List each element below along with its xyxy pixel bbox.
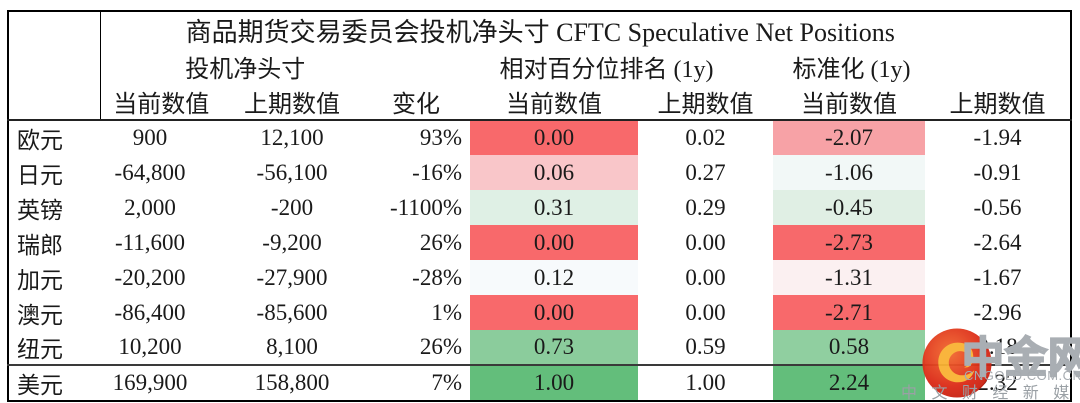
cell-rank-current: 0.73 [470,330,638,365]
cell-std-previous: -2.96 [973,299,1022,325]
table-row-aud: 澳元 -86,400 -85,600 1% 0.00 0.00 -2.71 -2… [8,295,1071,330]
cell-std-previous: 2.32 [925,364,1071,401]
cell-spec-previous: -85,600 [256,299,328,325]
cell-spec-current: -11,600 [114,229,186,255]
cell-spec-previous: -9,200 [262,229,322,255]
cell-spec-current: 900 [132,125,168,150]
cell-change: 1% [431,299,462,325]
cell-std-current: 2.24 [773,364,925,401]
cell-std-previous: -1.94 [973,125,1022,150]
cell-spec-previous: 12,100 [260,125,324,150]
subheader-row: 当前数值 上期数值 变化 当前数值 上期数值 当前数值 上期数值 [8,84,1071,121]
title-row: 商品期货交易委员会投机净头寸 CFTC Speculative Net Posi… [8,11,1071,49]
cell-spec-previous: 8,100 [266,334,318,359]
cell-rank-previous: 0.02 [685,125,726,150]
table-row-jpy: 日元 -64,800 -56,100 -16% 0.06 0.27 -1.06 … [8,155,1071,190]
cell-spec-current: 169,900 [100,364,222,401]
cell-rank-previous: 0.27 [685,159,726,185]
cell-spec-previous: 158,800 [222,364,362,401]
cell-std-current: -2.07 [773,120,925,155]
table-row-cad: 加元 -20,200 -27,900 -28% 0.12 0.00 -1.31 … [8,260,1071,295]
row-label: 纽元 [17,337,63,362]
cell-spec-current: 10,200 [118,334,182,359]
cell-std-previous: -0.56 [973,194,1022,220]
cell-change: -1100% [390,194,462,220]
cell-change: 7% [362,364,470,401]
cell-change: -28% [412,264,462,290]
subheader-rank-previous: 上期数值 [638,84,773,121]
cell-std-previous: -1.67 [973,264,1022,290]
cell-change: 26% [419,334,462,359]
col-group-standardized: 标准化 (1y) [792,57,911,83]
cell-rank-current: 0.00 [470,225,638,260]
cell-rank-current: 1.00 [470,364,638,401]
cell-std-current: -2.71 [773,295,925,330]
row-label: 日元 [17,162,63,188]
cell-rank-current: 0.31 [470,190,638,225]
cell-std-current: 0.58 [773,330,925,365]
cell-rank-current: 0.00 [470,295,638,330]
cell-spec-current: -64,800 [114,159,186,185]
subheader-rank-current: 当前数值 [470,84,638,121]
table-row-usd: 美元 169,900 158,800 7% 1.00 1.00 2.24 2.3… [8,364,1071,401]
row-label: 英镑 [17,197,63,223]
cell-change: -16% [412,159,462,185]
cell-rank-current: 0.06 [470,155,638,190]
row-label: 欧元 [17,128,63,153]
cell-spec-previous: -27,900 [256,264,328,290]
cell-std-current: -0.45 [773,190,925,225]
cell-rank-previous: 0.59 [685,334,726,359]
row-label: 加元 [17,267,63,293]
subheader-spacer [8,84,101,121]
table-row-eur: 欧元 900 12,100 93% 0.00 0.02 -2.07 -1.94 [8,120,1071,155]
col-group-speculative: 投机净头寸 [185,57,306,83]
cell-std-previous: 0.18 [977,334,1018,359]
cell-rank-previous: 0.00 [685,229,726,255]
subheader-spec-current: 当前数值 [100,84,222,121]
cell-std-current: -1.06 [773,155,925,190]
cell-spec-current: -86,400 [114,299,186,325]
subheader-std-current: 当前数值 [773,84,925,121]
table-row-nzd: 纽元 10,200 8,100 26% 0.73 0.59 0.58 0.18 [8,330,1071,365]
page-title: 商品期货交易委员会投机净头寸 CFTC Speculative Net Posi… [185,18,895,47]
table-row-chf: 瑞郎 -11,600 -9,200 26% 0.00 0.00 -2.73 -2… [8,225,1071,260]
subheader-spec-previous: 上期数值 [222,84,362,121]
cell-rank-previous: 0.00 [685,264,726,290]
row-label: 美元 [8,364,100,401]
cell-rank-previous: 0.00 [685,299,726,325]
cell-rank-current: 0.00 [470,120,638,155]
cell-rank-previous: 0.29 [685,194,726,220]
cftc-table: 商品期货交易委员会投机净头寸 CFTC Speculative Net Posi… [7,10,1072,402]
cell-std-previous: -0.91 [973,159,1022,185]
row-label: 瑞郎 [17,232,63,258]
col-group-percentile-rank: 相对百分位排名 (1y) [499,57,714,83]
title-spacer [8,11,101,49]
table-row-gbp: 英镑 2,000 -200 -1100% 0.31 0.29 -0.45 -0.… [8,190,1071,225]
row-label: 澳元 [17,302,63,328]
cell-spec-previous: -56,100 [256,159,328,185]
cell-std-current: -1.31 [773,260,925,295]
cell-spec-current: 2,000 [124,194,176,220]
cell-rank-previous: 1.00 [638,364,773,401]
subheader-change: 变化 [362,84,470,121]
cell-std-previous: -2.64 [973,229,1022,255]
group-spacer [8,49,101,84]
cell-spec-current: -20,200 [114,264,186,290]
column-group-row: 投机净头寸 相对百分位排名 (1y) 标准化 (1y) [8,49,1071,84]
cell-change: 26% [419,229,462,255]
cell-change: 93% [419,125,462,150]
cell-rank-current: 0.12 [470,260,638,295]
cell-std-current: -2.73 [773,225,925,260]
cell-spec-previous: -200 [270,194,314,220]
subheader-std-previous: 上期数值 [925,84,1071,121]
